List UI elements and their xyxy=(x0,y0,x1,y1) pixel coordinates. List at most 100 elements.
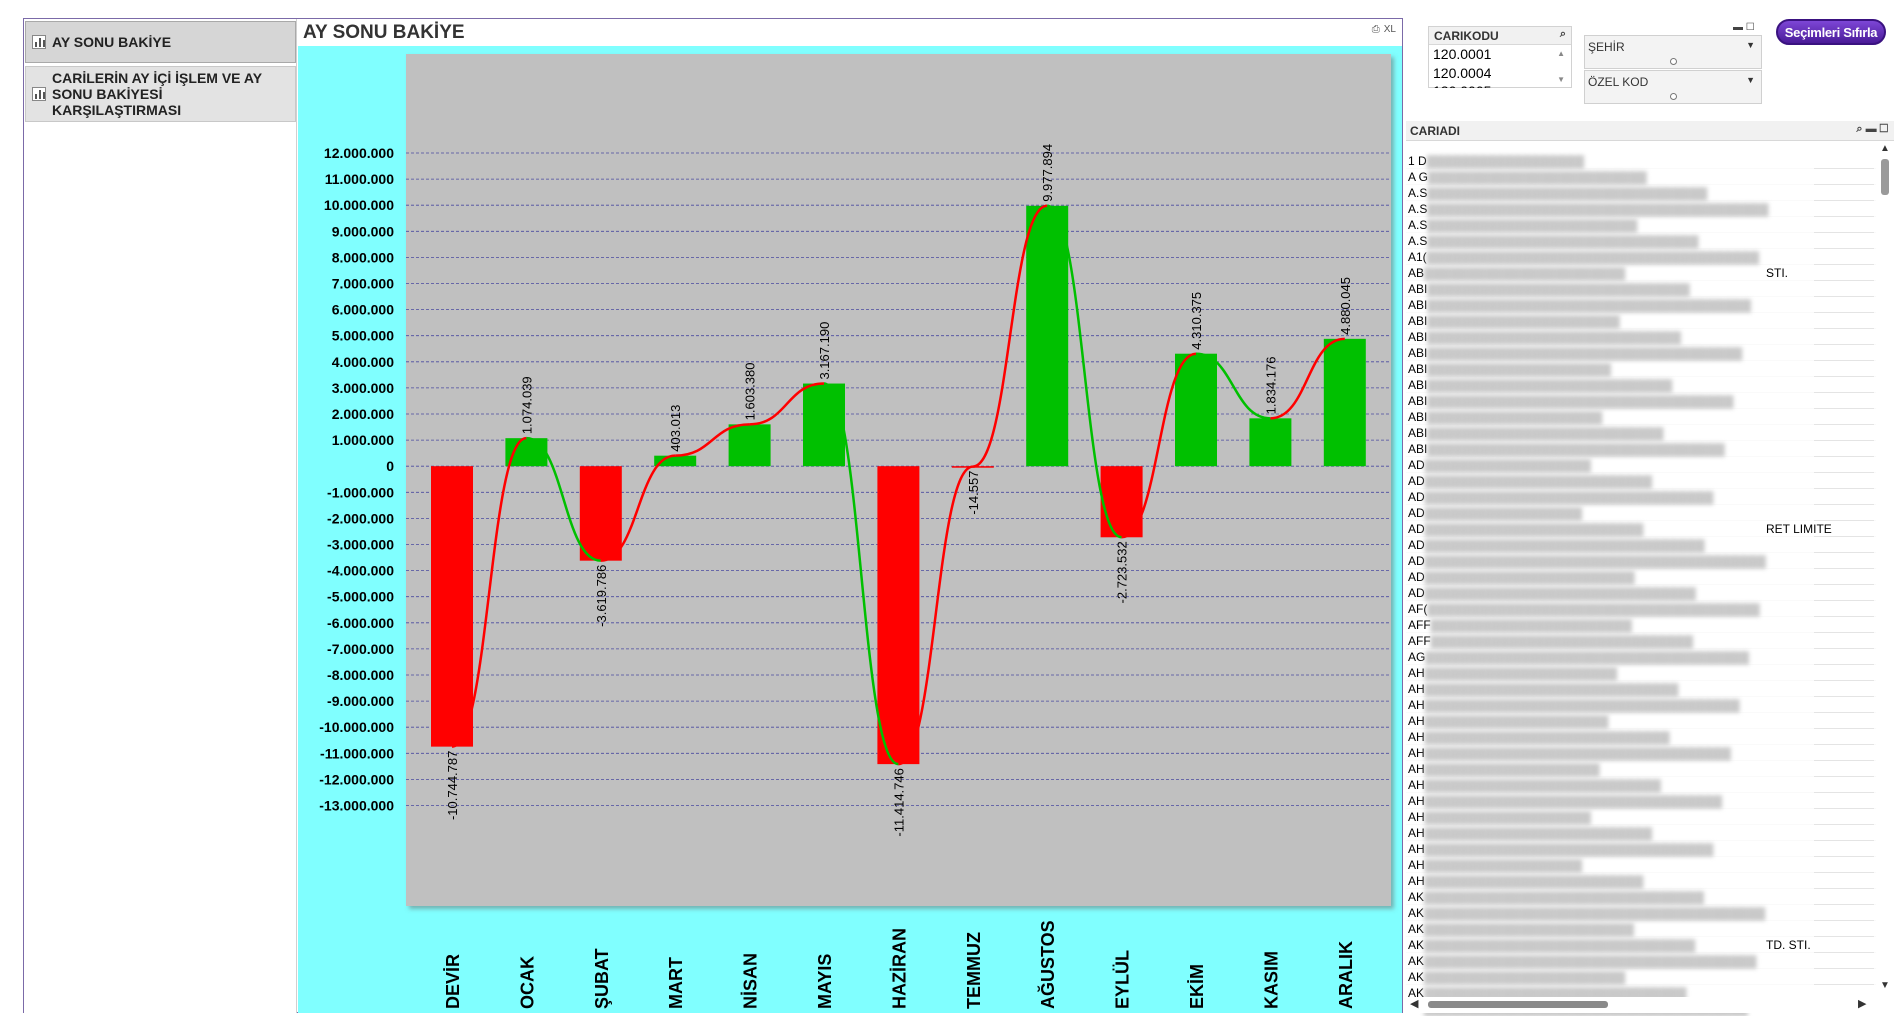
list-item[interactable]: ABI▓▓▓▓▓▓▓▓▓▓▓▓▓▓▓▓▓▓▓▓▓▓▓▓▓▓▓▓▓▓▓▓▓▓▓▓ xyxy=(1406,345,1876,361)
trend-line-segment xyxy=(972,204,1048,468)
list-item[interactable]: AH▓▓▓▓▓▓▓▓▓▓▓▓▓▓▓▓▓▓▓▓▓▓▓▓▓▓▓▓▓▓▓▓▓▓▓ xyxy=(1406,745,1876,761)
list-item[interactable]: AH▓▓▓▓▓▓▓▓▓▓▓▓▓▓▓▓▓▓▓▓▓▓▓▓▓ xyxy=(1406,873,1876,889)
list-item[interactable]: 120.0001 xyxy=(1433,46,1492,62)
list-item[interactable]: A1(▓▓▓▓▓▓▓▓▓▓▓▓▓▓▓▓▓▓▓▓▓▓▓▓▓▓▓▓▓▓▓▓▓▓▓▓▓… xyxy=(1406,249,1876,265)
list-item[interactable]: ABI▓▓▓▓▓▓▓▓▓▓▓▓▓▓▓▓▓▓▓▓▓▓ xyxy=(1406,313,1876,329)
list-item[interactable]: AH▓▓▓▓▓▓▓▓▓▓▓▓▓▓▓▓▓▓▓▓▓▓▓▓▓▓▓▓▓ xyxy=(1406,681,1876,697)
list-item[interactable]: ABI▓▓▓▓▓▓▓▓▓▓▓▓▓▓▓▓▓▓▓▓▓▓▓▓▓▓▓▓ xyxy=(1406,377,1876,393)
list-item[interactable]: AFF▓▓▓▓▓▓▓▓▓▓▓▓▓▓▓▓▓▓▓▓▓▓▓ xyxy=(1406,617,1876,633)
chevron-down-icon[interactable]: ▼ xyxy=(1746,75,1755,85)
list-item[interactable]: AH▓▓▓▓▓▓▓▓▓▓▓▓▓▓▓▓▓▓▓▓▓ xyxy=(1406,713,1876,729)
minimize-icon[interactable]: ▬ ☐ xyxy=(1733,22,1755,33)
list-item[interactable]: AD▓▓▓▓▓▓▓▓▓▓▓▓▓▓▓▓▓▓▓▓▓▓▓▓▓▓▓▓▓▓▓ xyxy=(1406,585,1876,601)
list-item[interactable]: ABI▓▓▓▓▓▓▓▓▓▓▓▓▓▓▓▓▓▓▓▓▓▓▓▓▓▓▓▓▓▓▓▓▓▓▓ xyxy=(1406,393,1876,409)
search-icon[interactable]: ⌕ ▬ ☐ xyxy=(1856,123,1888,135)
data-label: -2.723.532 xyxy=(1115,541,1130,603)
redacted-text: ▓▓▓▓▓▓▓▓▓▓▓▓▓▓▓▓▓▓▓▓▓▓▓▓▓▓▓▓▓▓▓▓▓▓▓▓▓ xyxy=(1425,650,1750,664)
list-item[interactable]: ABI▓▓▓▓▓▓▓▓▓▓▓▓▓▓▓▓▓▓▓▓▓ xyxy=(1406,361,1876,377)
list-item[interactable]: A.S▓▓▓▓▓▓▓▓▓▓▓▓▓▓▓▓▓▓▓▓▓▓▓▓ xyxy=(1406,217,1876,233)
sehir-label: ŞEHİR xyxy=(1588,40,1625,54)
list-item[interactable]: AH▓▓▓▓▓▓▓▓▓▓▓▓▓▓▓▓▓▓▓▓▓▓ xyxy=(1406,665,1876,681)
list-item[interactable]: AB▓▓▓▓▓▓▓▓▓▓▓▓▓▓▓▓▓▓▓▓▓▓▓ STI. xyxy=(1406,265,1876,281)
bar-chart[interactable]: -10.744.787 1.074.039 -3.619.786 403.013 1.6… xyxy=(298,19,1402,1013)
list-item[interactable]: AK▓▓▓▓▓▓▓▓▓▓▓▓▓▓▓▓▓▓▓▓▓▓▓▓▓▓▓▓▓▓▓▓▓▓▓▓▓▓… xyxy=(1406,905,1876,921)
list-item[interactable]: AH▓▓▓▓▓▓▓▓▓▓▓▓▓▓▓▓▓▓▓ xyxy=(1406,809,1876,825)
chart-bar[interactable] xyxy=(654,455,697,467)
row-divider xyxy=(1814,616,1874,617)
list-item[interactable]: A G▓▓▓▓▓▓▓▓▓▓▓▓▓▓▓▓▓▓▓▓▓▓▓▓▓ xyxy=(1406,169,1876,185)
list-item[interactable]: AD▓▓▓▓▓▓▓▓▓▓▓▓▓▓▓▓▓▓▓▓▓▓▓▓▓ RET LIMITE xyxy=(1406,521,1876,537)
list-item[interactable]: 120.0004 xyxy=(1433,65,1492,81)
list-item[interactable]: A.S▓▓▓▓▓▓▓▓▓▓▓▓▓▓▓▓▓▓▓▓▓▓▓▓▓▓▓▓▓▓▓▓▓▓▓▓▓… xyxy=(1406,201,1876,217)
ozel-kod-multibox[interactable]: ÖZEL KOD ▼ xyxy=(1584,70,1762,104)
list-item[interactable]: 1 D▓▓▓▓▓▓▓▓▓▓▓▓▓▓▓▓▓▓ xyxy=(1406,153,1876,169)
excel-export-button[interactable]: XL xyxy=(1383,24,1396,35)
row-divider xyxy=(1814,648,1874,649)
search-icon[interactable]: ⌕ xyxy=(1559,28,1566,40)
list-item[interactable]: AK▓▓▓▓▓▓▓▓▓▓▓▓▓▓▓▓▓▓▓▓▓▓▓▓▓▓▓▓▓▓▓▓▓▓▓▓▓▓ xyxy=(1406,953,1876,969)
list-item[interactable]: AH▓▓▓▓▓▓▓▓▓▓▓▓▓▓▓▓▓▓▓▓▓▓▓▓▓▓▓▓ xyxy=(1406,729,1876,745)
nav-item-ay-sonu-bakiye[interactable]: AY SONU BAKİYE xyxy=(25,21,296,63)
list-item[interactable]: ABI▓▓▓▓▓▓▓▓▓▓▓▓▓▓▓▓▓▓▓▓▓▓▓▓▓▓▓ xyxy=(1406,425,1876,441)
list-item[interactable]: AH▓▓▓▓▓▓▓▓▓▓▓▓▓▓▓▓▓▓▓▓▓▓▓▓▓▓ xyxy=(1406,825,1876,841)
y-tick-label: -4.000.000 xyxy=(327,563,394,579)
sehir-multibox[interactable]: ŞEHİR ▼ xyxy=(1584,35,1762,69)
scrollbar-thumb[interactable] xyxy=(1881,159,1889,195)
list-item[interactable]: A.S▓▓▓▓▓▓▓▓▓▓▓▓▓▓▓▓▓▓▓▓▓▓▓▓▓▓▓▓▓▓▓▓ xyxy=(1406,185,1876,201)
chart-bar[interactable] xyxy=(579,466,622,561)
chart-bar[interactable] xyxy=(1175,353,1217,467)
row-divider xyxy=(1814,872,1874,873)
scroll-left-icon[interactable]: ◀ xyxy=(1410,998,1419,1010)
list-item[interactable]: AD▓▓▓▓▓▓▓▓▓▓▓▓▓▓▓▓▓▓▓▓▓▓▓▓▓▓▓▓▓▓▓▓▓ xyxy=(1406,489,1876,505)
list-item[interactable]: AK▓▓▓▓▓▓▓▓▓▓▓▓▓▓▓▓▓▓▓▓▓▓▓▓ xyxy=(1406,921,1876,937)
list-item[interactable]: AK▓▓▓▓▓▓▓▓▓▓▓▓▓▓▓▓▓▓▓▓▓▓▓▓▓▓▓▓▓▓▓▓ xyxy=(1406,889,1876,905)
list-item[interactable]: AD▓▓▓▓▓▓▓▓▓▓▓▓▓▓▓▓▓▓▓▓▓▓▓▓▓▓▓▓▓▓▓▓ xyxy=(1406,537,1876,553)
list-item[interactable]: ABI▓▓▓▓▓▓▓▓▓▓▓▓▓▓▓▓▓▓▓▓▓▓▓▓▓▓▓▓▓ xyxy=(1406,329,1876,345)
chevron-down-icon[interactable]: ▼ xyxy=(1746,40,1755,50)
list-item[interactable]: AH▓▓▓▓▓▓▓▓▓▓▓▓▓▓▓▓▓▓▓▓▓▓▓▓▓▓▓▓▓▓▓▓▓ xyxy=(1406,841,1876,857)
scroll-up-icon[interactable]: ▲ xyxy=(1557,49,1565,58)
redacted-text: ▓▓▓▓▓▓▓▓▓▓▓▓▓▓▓▓▓▓▓▓▓▓▓▓▓▓▓▓▓▓▓▓▓▓▓▓▓▓▓ xyxy=(1424,906,1766,920)
chart-bar[interactable] xyxy=(803,383,845,467)
print-icon[interactable]: ⎙ xyxy=(1371,24,1380,35)
scrollbar-thumb[interactable] xyxy=(1428,1001,1608,1008)
list-item[interactable]: ABI▓▓▓▓▓▓▓▓▓▓▓▓▓▓▓▓▓▓▓▓▓▓▓▓▓▓▓▓▓▓▓▓▓▓ xyxy=(1406,441,1876,457)
chart-bar[interactable] xyxy=(1026,205,1069,467)
horizontal-scrollbar[interactable]: ◀ ▶ xyxy=(1406,997,1894,1013)
list-item[interactable]: ABI▓▓▓▓▓▓▓▓▓▓▓▓▓▓▓▓▓▓▓▓▓▓▓▓▓▓▓▓▓▓▓▓▓▓▓▓▓ xyxy=(1406,297,1876,313)
chart-bar[interactable] xyxy=(505,438,548,467)
chart-bar[interactable] xyxy=(1249,418,1292,467)
chart-bar[interactable] xyxy=(877,466,920,765)
list-item[interactable]: AH▓▓▓▓▓▓▓▓▓▓▓▓▓▓▓▓▓▓▓▓▓▓▓▓▓▓▓▓▓▓▓▓▓▓ xyxy=(1406,793,1876,809)
list-item[interactable]: AK▓▓▓▓▓▓▓▓▓▓▓▓▓▓▓▓▓▓▓▓▓▓▓▓▓▓▓▓▓▓▓ TD. STI… xyxy=(1406,937,1876,953)
nav-item-cari-karsilastirma[interactable]: CARİLERİN AY İÇİ İŞLEM VE AY SONU BAKİYE… xyxy=(25,66,296,122)
scroll-right-icon[interactable]: ▶ xyxy=(1858,998,1867,1010)
list-item[interactable]: AH▓▓▓▓▓▓▓▓▓▓▓▓▓▓▓▓▓▓▓▓ xyxy=(1406,761,1876,777)
list-item[interactable]: ABI▓▓▓▓▓▓▓▓▓▓▓▓▓▓▓▓▓▓▓▓ xyxy=(1406,409,1876,425)
list-item[interactable]: A.S▓▓▓▓▓▓▓▓▓▓▓▓▓▓▓▓▓▓▓▓▓▓▓▓▓▓▓▓▓▓▓ xyxy=(1406,233,1876,249)
chart-bar[interactable] xyxy=(431,466,473,747)
list-item[interactable]: AD▓▓▓▓▓▓▓▓▓▓▓▓▓▓▓▓▓▓▓▓▓▓▓▓▓▓ xyxy=(1406,473,1876,489)
list-item[interactable]: AH▓▓▓▓▓▓▓▓▓▓▓▓▓▓▓▓▓▓▓▓▓▓▓▓▓▓▓ xyxy=(1406,777,1876,793)
row-divider xyxy=(1814,920,1874,921)
list-item[interactable]: AH▓▓▓▓▓▓▓▓▓▓▓▓▓▓▓▓▓▓▓▓▓▓▓▓▓▓▓▓▓▓▓▓▓▓▓▓ xyxy=(1406,697,1876,713)
reset-selections-button[interactable]: Seçimleri Sıfırla xyxy=(1776,19,1886,45)
list-item[interactable]: AD▓▓▓▓▓▓▓▓▓▓▓▓▓▓▓▓▓▓▓▓▓▓▓▓▓▓▓▓▓▓▓▓▓▓▓▓▓▓… xyxy=(1406,553,1876,569)
scroll-down-icon[interactable]: ▼ xyxy=(1557,75,1565,84)
list-item[interactable]: ABI▓▓▓▓▓▓▓▓▓▓▓▓▓▓▓▓▓▓▓▓▓▓▓▓▓▓▓▓▓▓ xyxy=(1406,281,1876,297)
list-item[interactable]: AF(▓▓▓▓▓▓▓▓▓▓▓▓▓▓▓▓▓▓▓▓▓▓▓▓▓▓▓▓▓▓▓▓▓▓▓▓▓… xyxy=(1406,601,1876,617)
vertical-scrollbar[interactable]: ▲ ▼ xyxy=(1878,143,1892,991)
list-item[interactable]: AG▓▓▓▓▓▓▓▓▓▓▓▓▓▓▓▓▓▓▓▓▓▓▓▓▓▓▓▓▓▓▓▓▓▓▓▓▓ xyxy=(1406,649,1876,665)
list-item[interactable]: AD▓▓▓▓▓▓▓▓▓▓▓▓▓▓▓▓▓▓▓▓▓▓▓▓ xyxy=(1406,569,1876,585)
list-item[interactable]: AK▓▓▓▓▓▓▓▓▓▓▓▓▓▓▓▓▓▓▓▓▓▓▓ xyxy=(1406,969,1876,985)
list-item[interactable]: AFF▓▓▓▓▓▓▓▓▓▓▓▓▓▓▓▓▓▓▓▓▓▓▓▓▓▓▓▓▓▓ xyxy=(1406,633,1876,649)
scroll-down-icon[interactable]: ▼ xyxy=(1880,980,1890,991)
scroll-up-icon[interactable]: ▲ xyxy=(1880,143,1890,154)
list-item[interactable]: AD▓▓▓▓▓▓▓▓▓▓▓▓▓▓▓▓▓▓ xyxy=(1406,505,1876,521)
chart-bar[interactable] xyxy=(728,424,771,467)
chart-bar[interactable] xyxy=(1323,338,1366,467)
cari-name-prefix: ABI xyxy=(1408,426,1428,440)
list-item[interactable]: AH▓▓▓▓▓▓▓▓▓▓▓▓▓▓▓▓▓▓ xyxy=(1406,857,1876,873)
list-item[interactable]: AD▓▓▓▓▓▓▓▓▓▓▓▓▓▓▓▓▓▓▓ xyxy=(1406,457,1876,473)
